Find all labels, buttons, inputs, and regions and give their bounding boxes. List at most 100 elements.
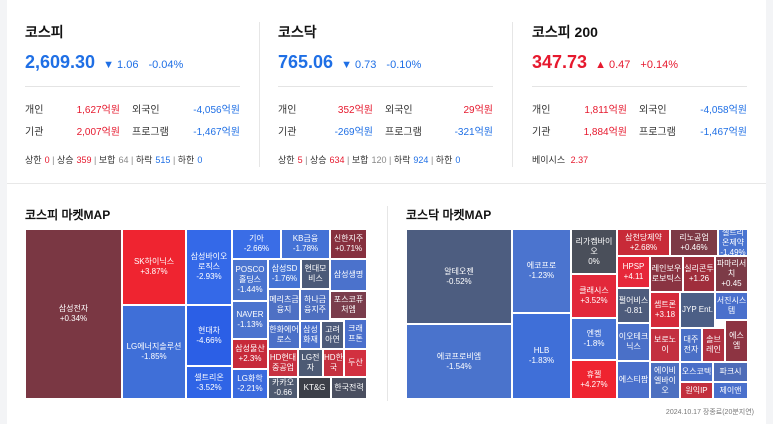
index-change: ▼ 1.06 xyxy=(103,59,139,71)
treemap-tile[interactable]: 두산 xyxy=(344,349,367,377)
treemap-tile[interactable]: 파크시 xyxy=(713,362,748,382)
treemap-tile[interactable]: 에스티팜 xyxy=(617,361,650,399)
treemap-tile[interactable]: 삼성물산 +2.3% xyxy=(232,339,268,369)
investor-table: 개인 1,627억원 외국인 -4,056억원 기관 2,007억원 프로그램 … xyxy=(25,97,275,141)
treemap-tile[interactable]: 현대모비스 xyxy=(301,259,330,289)
treemap-tile[interactable]: 한국전력 xyxy=(331,377,367,399)
investor-label: 개인 xyxy=(278,104,297,116)
treemap-tile[interactable]: 이오테크닉스 xyxy=(617,323,650,361)
index-change-percent: -0.04% xyxy=(148,59,184,71)
index-name[interactable]: 코스피 200 xyxy=(532,24,598,40)
treemap-tile[interactable]: 카카오 -0.66 xyxy=(268,377,298,399)
treemap-tile[interactable]: SK하이닉스 +3.87% xyxy=(122,229,186,305)
treemap-tile[interactable]: 대주전자 xyxy=(680,328,702,362)
treemap-tile[interactable]: 메리츠금융지 xyxy=(268,289,300,321)
treemap-tile[interactable]: 고려아연 xyxy=(321,321,344,349)
treemap-tile[interactable]: 리노공업 +0.46% xyxy=(670,229,718,256)
treemap-tile[interactable]: 솔브레인 xyxy=(702,328,725,362)
treemap-tile[interactable]: 하나금융지주 xyxy=(300,289,330,321)
treemap-tile[interactable]: 기아 -2.66% xyxy=(232,229,281,259)
index-card[interactable]: 코스닥 765.06 ▼ 0.73 -0.10% 개인 352억원 외국인 29… xyxy=(278,22,528,166)
index-value: 347.73 xyxy=(532,52,588,72)
index-change: ▲ 0.47 xyxy=(595,59,631,71)
tile-stock-name: 엔켐 xyxy=(586,329,602,338)
tile-stock-name: NAVER xyxy=(236,310,264,319)
tile-change-percent: +2.68% xyxy=(629,242,658,252)
treemap-tile[interactable]: LG화학 -2.21% xyxy=(232,369,268,399)
investor-row: 개인 352억원 외국인 29억원 xyxy=(278,97,528,119)
tile-change-percent: +3.87% xyxy=(140,267,168,276)
update-timestamp: 2024.10.17 장종료(20분지연) xyxy=(665,409,754,416)
treemap-tile[interactable]: 삼성바이오로직스 -2.93% xyxy=(186,229,232,305)
investor-label: 프로그램 xyxy=(385,126,422,138)
treemap-tile[interactable]: 한화에어로스 xyxy=(268,321,300,349)
treemap-tile[interactable]: 리가켐바이오 0% xyxy=(571,229,617,274)
treemap-tile[interactable]: 클래시스 +3.52% xyxy=(571,274,617,318)
investor-amount: 29억원 xyxy=(463,104,493,116)
tile-change-percent: +0.71% xyxy=(334,244,363,253)
treemap-tile[interactable]: 삼성SD -1.76% xyxy=(268,259,301,289)
treemap-tile[interactable]: HD현대중공업 xyxy=(268,349,298,377)
tile-change-percent: 0% xyxy=(588,256,600,266)
tile-stock-name: SK하이닉스 xyxy=(133,257,175,266)
treemap-tile[interactable]: 휴젤 +4.27% xyxy=(571,360,617,399)
treemap-tile[interactable]: 현대차 -4.66% xyxy=(186,305,232,366)
card-separator xyxy=(25,86,240,87)
treemap-tile[interactable]: 에코프로비엠 -1.54% xyxy=(406,324,512,399)
treemap-tile[interactable]: 신한지주 +0.71% xyxy=(330,229,367,259)
basis-label: 베이시스 xyxy=(532,155,566,165)
treemap-tile[interactable]: 에코프로 -1.23% xyxy=(512,229,571,313)
treemap-tile[interactable]: POSCO홀딩스 -1.44% xyxy=(232,259,268,301)
treemap-tile[interactable]: HLB -1.83% xyxy=(512,313,571,399)
treemap-tile[interactable]: LG에너지솔루션 -1.85% xyxy=(122,305,186,399)
treemap-tile[interactable]: 레인보우로보틱스 xyxy=(650,256,683,292)
treemap-tile[interactable]: 삼성전자 +0.34% xyxy=(25,229,122,399)
treemap-tile[interactable]: LG전자 xyxy=(298,349,323,377)
treemap-tile[interactable]: 셀트리온제약 -1.49% xyxy=(718,229,748,256)
treemap-tile[interactable]: HPSP +4.11 xyxy=(617,256,650,288)
treemap-tile[interactable]: 셉트론 +3.18 xyxy=(650,292,680,328)
index-card[interactable]: 코스피 200 347.73 ▲ 0.47 +0.14% 개인 1,811억원 … xyxy=(532,22,773,166)
investor-table: 개인 1,811억원 외국인 -4,058억원 기관 1,884억원 프로그램 … xyxy=(532,97,773,141)
index-card[interactable]: 코스피 2,609.30 ▼ 1.06 -0.04% 개인 1,627억원 외국… xyxy=(25,22,275,166)
treemap-tile[interactable]: 에스엠 xyxy=(725,320,748,362)
treemap-tile[interactable]: KB금융 -1.78% xyxy=(281,229,330,259)
unchanged-count: 64 xyxy=(118,155,129,165)
treemap-tile[interactable]: 실리콘투 +1.26 xyxy=(683,256,715,292)
treemap-tile[interactable]: 오스코텍 xyxy=(680,362,713,382)
tile-stock-name: 알테오젠 xyxy=(444,266,474,276)
treemap-tile[interactable]: 알테오젠 -0.52% xyxy=(406,229,512,324)
card-separator xyxy=(278,86,493,87)
treemap-tile[interactable]: JYP Ent. xyxy=(680,292,715,328)
treemap-tile[interactable]: NAVER -1.13% xyxy=(232,301,268,339)
treemap-tile[interactable]: 펄어비스 -0.81 xyxy=(617,288,650,323)
treemap-tile[interactable]: 포스코퓨처엠 xyxy=(330,291,367,319)
treemap-tile[interactable]: 제이앤 xyxy=(713,382,748,399)
unchanged-count: 120 xyxy=(371,155,387,165)
treemap-tile[interactable]: 엔켐 -1.8% xyxy=(571,318,617,360)
tile-stock-name: 메리츠금융지 xyxy=(269,295,299,314)
treemap-tile[interactable]: 파마리서치 +0.45 xyxy=(715,256,748,292)
kospi-map-title[interactable]: 코스피 마켓MAP xyxy=(25,208,111,222)
treemap-tile[interactable]: 삼성화재 xyxy=(300,321,321,349)
treemap-tile[interactable]: KT&G xyxy=(298,377,331,399)
treemap-tile[interactable]: 크래프톤 xyxy=(344,319,367,349)
card-divider xyxy=(512,22,513,167)
up-limit-count: 0 xyxy=(44,155,50,165)
treemap-tile[interactable]: 셀트리온 -3.52% xyxy=(186,366,232,399)
kosdaq-map-title[interactable]: 코스닥 마켓MAP xyxy=(406,208,492,222)
treemap-tile[interactable]: 삼천당제약 +2.68% xyxy=(617,229,670,256)
treemap-tile[interactable]: 보로노이 xyxy=(650,328,680,362)
treemap-tile[interactable]: 에이비엘바이오 xyxy=(650,362,680,399)
treemap-tile[interactable]: 삼성생명 xyxy=(330,259,367,291)
map-divider xyxy=(387,206,388,401)
tile-change-percent: +3.52% xyxy=(580,296,608,305)
treemap-tile[interactable]: 원익IP xyxy=(680,382,713,399)
tile-stock-name: 삼성전자 xyxy=(58,304,89,313)
treemap-tile[interactable]: HD한국 xyxy=(323,349,344,377)
tile-stock-name: LG전자 xyxy=(301,353,320,372)
index-name[interactable]: 코스피 xyxy=(25,24,64,40)
treemap-tile[interactable]: 서진시스템 xyxy=(715,292,748,320)
index-name[interactable]: 코스닥 xyxy=(278,24,317,40)
tile-stock-name: 두산 xyxy=(348,358,363,367)
